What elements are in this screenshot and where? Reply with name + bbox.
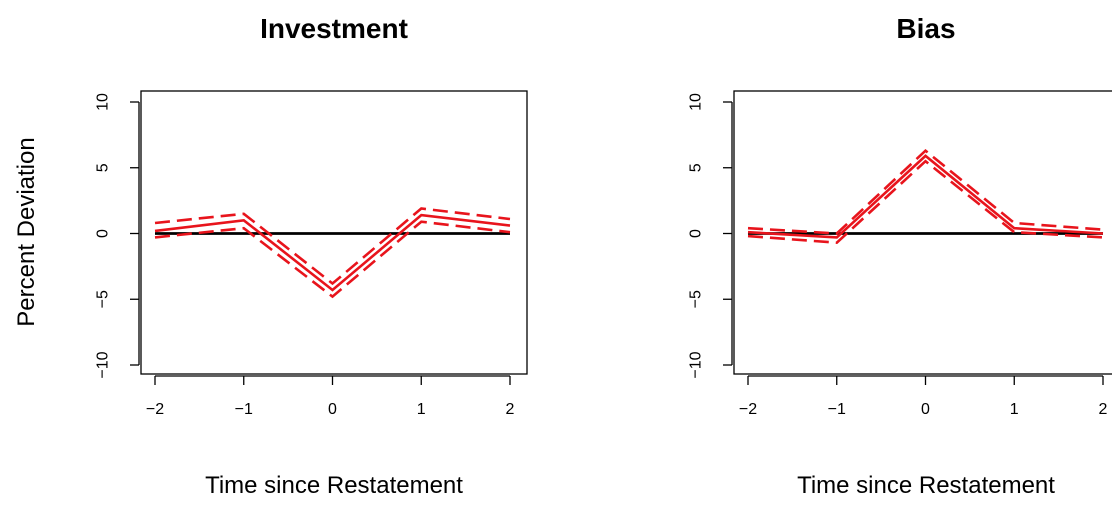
panel-investment: Investment Percent Deviation Time since …: [13, 13, 528, 499]
x-axis-label-investment: Time since Restatement: [205, 472, 463, 499]
x-tick-label: 1: [417, 401, 426, 418]
panel-title-bias: Bias: [896, 13, 955, 44]
x-tick-label: 0: [921, 401, 930, 418]
y-tick-label: −5: [95, 290, 112, 308]
y-tick-label: −5: [688, 290, 705, 308]
panel-bias: Bias Time since Restatement −2 −1 0 1 2−10−5…: [688, 13, 1112, 499]
x-tick-label: −1: [828, 401, 846, 418]
y-tick-label: 5: [95, 163, 112, 172]
y-tick-label: −10: [688, 351, 705, 378]
y-tick-label: 10: [95, 93, 112, 111]
y-tick-label: −10: [95, 351, 112, 378]
series-line-upper: [747, 148, 1104, 235]
y-tick-label: 0: [688, 229, 705, 238]
y-tick-label: 10: [688, 93, 705, 111]
series-investment: [154, 207, 511, 299]
panel-title-investment: Investment: [260, 13, 408, 44]
series-line-estimate: [747, 154, 1104, 239]
x-tick-label: 1: [1010, 401, 1019, 418]
x-tick-label: 2: [1099, 401, 1108, 418]
x-tick-label: −2: [146, 401, 164, 418]
series-line-upper: [154, 207, 511, 286]
x-tick-label: 0: [328, 401, 337, 418]
series-line-estimate: [154, 213, 511, 292]
y-tick-label: 5: [688, 163, 705, 172]
plot-frame-bias: [733, 90, 1112, 375]
x-tick-label: 2: [506, 401, 515, 418]
y-tick-label: 0: [95, 229, 112, 238]
y-axis-label: Percent Deviation: [13, 137, 40, 326]
series-bias: [747, 148, 1104, 245]
series-line-lower: [747, 159, 1104, 245]
x-tick-label: −1: [235, 401, 253, 418]
x-tick-label: −2: [739, 401, 757, 418]
x-axis-label-bias: Time since Restatement: [797, 472, 1055, 499]
series-line-lower: [154, 220, 511, 299]
plot-frame-investment: [140, 90, 528, 375]
